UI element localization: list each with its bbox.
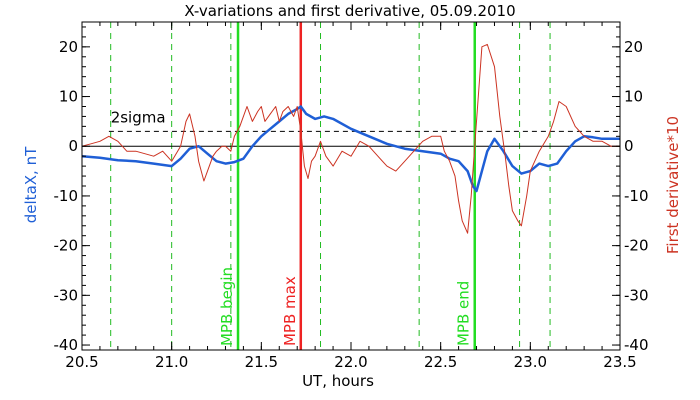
x-tick-label: 20.5 — [65, 353, 98, 371]
x-tick-label: 23.0 — [514, 353, 547, 371]
mpb-marker-label: MPB max — [281, 276, 299, 346]
y-tick-label-right: -40 — [624, 336, 649, 354]
y-axis-label-right: First derivative*10 — [664, 116, 682, 254]
y-tick-label-right: -20 — [624, 237, 649, 255]
x-tick-label: 21.5 — [245, 353, 278, 371]
y-tick-label-left: 20 — [59, 38, 78, 56]
x-tick-label: 22.0 — [334, 353, 367, 371]
y-axis-label-left: deltaX, nT — [22, 146, 40, 223]
y-tick-label-left: -10 — [54, 187, 79, 205]
mpb-marker-label: MPB end — [455, 281, 473, 346]
x-tick-label: 23.5 — [603, 353, 636, 371]
y-tick-label-right: -10 — [624, 187, 649, 205]
y-tick-label-right: 20 — [624, 38, 643, 56]
deltax-line — [81, 105, 620, 193]
plot-frame — [81, 21, 621, 351]
y-tick-label-left: -30 — [54, 286, 79, 304]
x-tick-label: 22.5 — [424, 353, 457, 371]
y-tick-label-right: 10 — [624, 88, 643, 106]
y-tick-label-left: 10 — [59, 88, 78, 106]
derivative-line — [81, 43, 620, 234]
y-tick-label-left: -40 — [54, 336, 79, 354]
y-tick-label-left: -20 — [54, 237, 79, 255]
y-tick-label-right: 0 — [624, 137, 634, 155]
mpb-marker-label: MPB begin — [218, 267, 236, 346]
y-tick-label-right: -30 — [624, 286, 649, 304]
x-axis-label: UT, hours — [302, 372, 374, 390]
x-tick-label: 21.0 — [155, 353, 188, 371]
y-tick-label-left: 0 — [68, 137, 78, 155]
chart-title: X-variations and first derivative, 05.09… — [184, 2, 515, 20]
threshold-label: 2sigma — [111, 108, 166, 126]
